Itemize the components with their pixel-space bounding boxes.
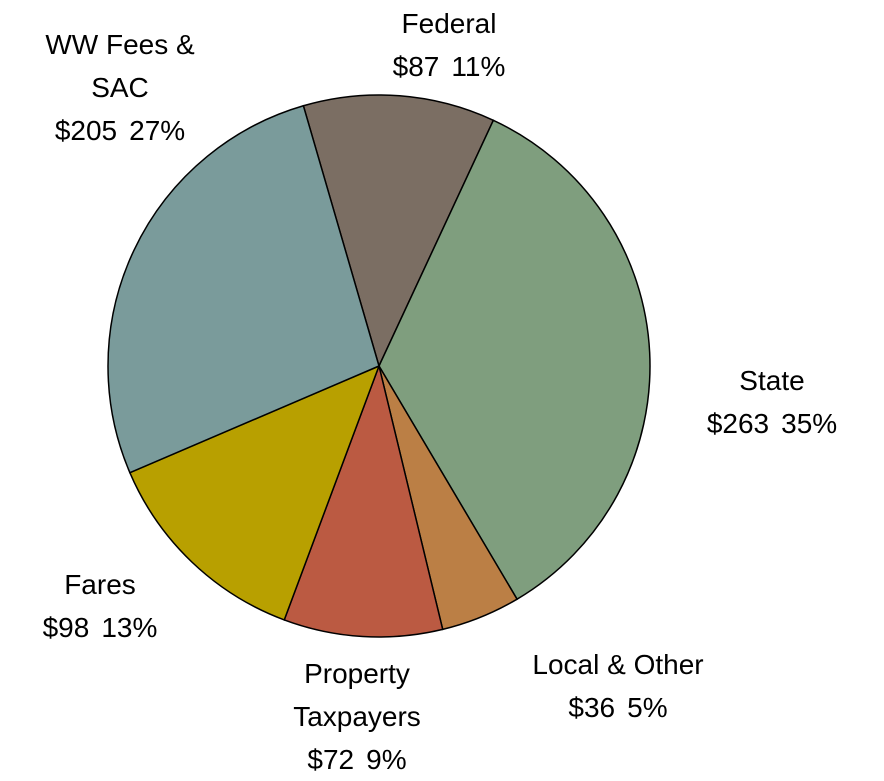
value-line: $263 35% (672, 402, 872, 445)
category-label: Property Taxpayers (293, 658, 421, 732)
slice-label: Property Taxpayers $72 9% (267, 652, 447, 781)
value-line: $36 5% (488, 686, 748, 729)
percent-label: 9% (366, 744, 407, 775)
percent-label: 27% (129, 115, 186, 146)
category-label: Fares (64, 569, 136, 600)
slice-label: Fares $98 13% (0, 563, 200, 649)
percent-label: 5% (627, 692, 668, 723)
category-label: WW Fees & SAC (45, 29, 195, 103)
value-label: $98 (42, 612, 90, 643)
value-label: $72 (307, 744, 355, 775)
slice-label: State $263 35% (672, 359, 872, 445)
pie-slice (302, 94, 495, 369)
slice-label: Local & Other $36 5% (488, 643, 748, 729)
value-label: $263 (706, 408, 770, 439)
percent-label: 13% (101, 612, 158, 643)
value-label: $36 (568, 692, 616, 723)
pie-slice (283, 363, 444, 638)
value-label: $205 (54, 115, 118, 146)
category-label: Federal (401, 8, 497, 39)
slice-label: Federal $87 11% (349, 2, 549, 88)
value-line: $205 27% (15, 109, 225, 152)
percent-label: 35% (781, 408, 838, 439)
percent-label: 11% (451, 51, 506, 82)
pie-slice (128, 364, 381, 621)
slice-label: WW Fees & SAC $205 27% (15, 23, 225, 152)
pie-slice (107, 104, 380, 474)
category-label: Local & Other (532, 649, 704, 680)
value-line: $72 9% (267, 738, 447, 781)
value-line: $98 13% (0, 606, 200, 649)
value-label: $87 (392, 51, 440, 82)
value-line: $87 11% (349, 45, 549, 88)
category-label: State (739, 365, 805, 396)
